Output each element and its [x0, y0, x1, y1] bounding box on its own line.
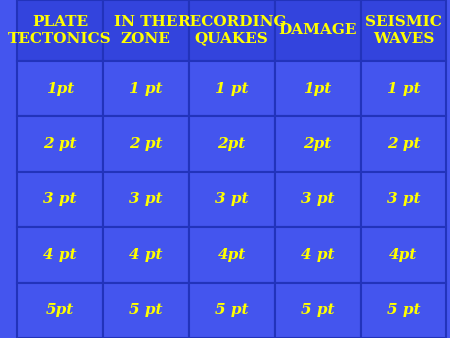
- Bar: [17, 61, 103, 116]
- Bar: [103, 172, 189, 227]
- Bar: [360, 61, 446, 116]
- Bar: [274, 227, 360, 283]
- Text: 4pt: 4pt: [217, 248, 246, 262]
- Text: 5 pt: 5 pt: [129, 303, 162, 317]
- Text: 1 pt: 1 pt: [129, 81, 162, 96]
- Bar: [360, 283, 446, 338]
- Text: IN THE
ZONE: IN THE ZONE: [114, 15, 178, 46]
- Text: 4 pt: 4 pt: [43, 248, 76, 262]
- Text: 5 pt: 5 pt: [387, 303, 420, 317]
- Bar: [103, 0, 189, 61]
- Text: 1pt: 1pt: [46, 81, 74, 96]
- Text: 1 pt: 1 pt: [215, 81, 248, 96]
- Bar: [189, 61, 274, 116]
- Bar: [17, 227, 103, 283]
- Text: 4 pt: 4 pt: [301, 248, 334, 262]
- Text: 4pt: 4pt: [389, 248, 418, 262]
- Bar: [274, 283, 360, 338]
- Text: 2pt: 2pt: [217, 137, 246, 151]
- Bar: [17, 283, 103, 338]
- Text: 5 pt: 5 pt: [301, 303, 334, 317]
- Text: 1pt: 1pt: [303, 81, 332, 96]
- Text: 5pt: 5pt: [46, 303, 74, 317]
- Text: 3 pt: 3 pt: [129, 192, 162, 207]
- Text: DAMAGE: DAMAGE: [279, 23, 357, 38]
- Text: 3 pt: 3 pt: [387, 192, 420, 207]
- Bar: [189, 227, 274, 283]
- Bar: [103, 61, 189, 116]
- Bar: [17, 0, 103, 61]
- Text: 2 pt: 2 pt: [43, 137, 76, 151]
- Bar: [103, 116, 189, 172]
- Bar: [360, 116, 446, 172]
- Bar: [360, 0, 446, 61]
- Bar: [274, 61, 360, 116]
- Text: SEISMIC
WAVES: SEISMIC WAVES: [365, 15, 442, 46]
- Bar: [274, 172, 360, 227]
- Bar: [103, 227, 189, 283]
- Text: 1 pt: 1 pt: [387, 81, 420, 96]
- Text: 2 pt: 2 pt: [387, 137, 420, 151]
- Text: 2pt: 2pt: [303, 137, 332, 151]
- Bar: [274, 0, 360, 61]
- Bar: [189, 283, 274, 338]
- Bar: [17, 116, 103, 172]
- Text: PLATE
TECTONICS: PLATE TECTONICS: [8, 15, 112, 46]
- Text: 4 pt: 4 pt: [129, 248, 162, 262]
- Text: RECORDING
QUAKES: RECORDING QUAKES: [177, 15, 287, 46]
- Bar: [189, 0, 274, 61]
- Bar: [189, 172, 274, 227]
- Text: 5 pt: 5 pt: [215, 303, 248, 317]
- Bar: [17, 172, 103, 227]
- Text: 2 pt: 2 pt: [129, 137, 162, 151]
- Text: 3 pt: 3 pt: [301, 192, 334, 207]
- Text: 3 pt: 3 pt: [215, 192, 248, 207]
- Bar: [103, 283, 189, 338]
- Bar: [360, 227, 446, 283]
- Bar: [360, 172, 446, 227]
- Bar: [189, 116, 274, 172]
- Text: 3 pt: 3 pt: [43, 192, 76, 207]
- Bar: [274, 116, 360, 172]
